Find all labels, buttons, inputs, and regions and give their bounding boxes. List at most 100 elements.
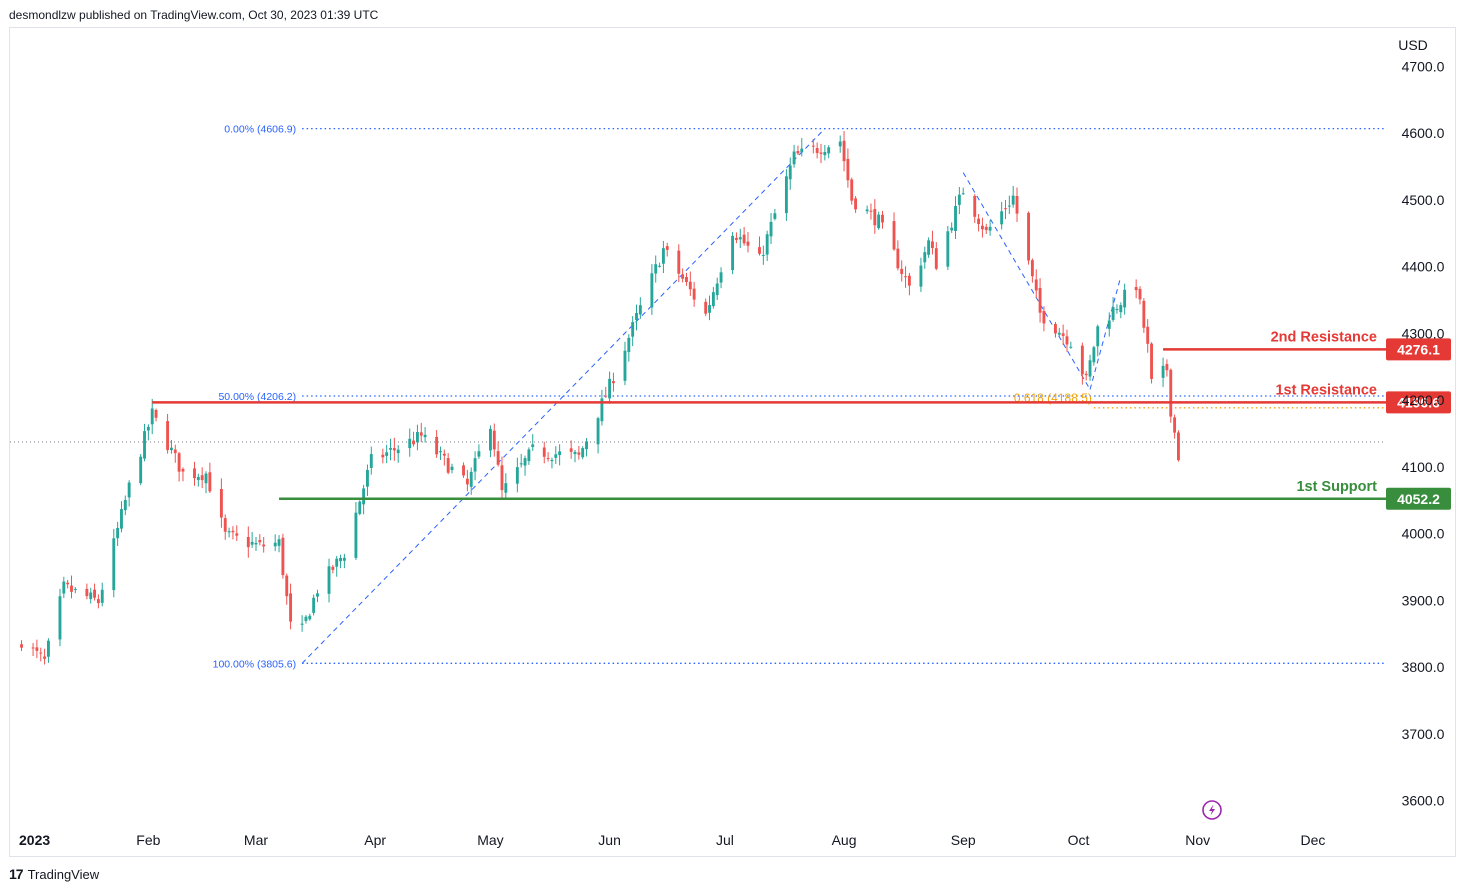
candle-body	[931, 241, 934, 249]
candle-body	[139, 456, 143, 484]
x-tick-label: 2023	[19, 832, 50, 848]
candle-body	[765, 234, 769, 255]
candle-body	[661, 248, 665, 264]
candle-body	[250, 541, 254, 545]
price-axis[interactable]: USD 3600.0 3700.0 3800.0 3900.0 4000.0 4100.0…	[1398, 37, 1444, 809]
candle-body	[327, 566, 331, 594]
candle-body	[738, 237, 742, 240]
time-axis[interactable]: 2023 Feb Mar Apr May Jun Jul Aug Sep Oct Nov Dec	[19, 832, 1325, 848]
candle-body	[1000, 211, 1004, 225]
candle-body	[815, 148, 819, 154]
candle-body	[796, 151, 800, 154]
candle-body	[1107, 320, 1111, 329]
candle-body	[761, 254, 765, 256]
lightning-icon[interactable]	[1202, 800, 1222, 820]
candle-body	[446, 458, 450, 473]
candle-body	[554, 454, 558, 458]
x-tick-label: Aug	[832, 832, 857, 848]
x-tick-label: Apr	[364, 832, 386, 848]
candle-body	[193, 468, 196, 479]
candle-body	[811, 145, 815, 147]
level-price-tag	[1386, 338, 1451, 361]
candle-body	[58, 596, 62, 640]
y-tick-label: 4200.0	[1402, 392, 1445, 408]
candle-body	[43, 656, 47, 659]
fib-level-label: 100.00% (3805.6)	[213, 658, 296, 670]
level-price-tag	[1386, 391, 1451, 414]
candle-body	[988, 226, 992, 231]
candle-body	[154, 410, 158, 418]
candle-body	[112, 538, 116, 591]
candle-body	[819, 152, 823, 154]
candle-body	[927, 240, 931, 255]
candle-body	[577, 452, 581, 455]
candle-body	[704, 301, 708, 314]
candle-body	[300, 623, 304, 625]
candle-body	[39, 652, 43, 654]
currency-label[interactable]: USD	[1398, 37, 1428, 53]
candle-body	[46, 640, 50, 657]
x-tick-label: Nov	[1185, 832, 1210, 848]
candle-body	[254, 542, 258, 545]
y-tick-label: 4300.0	[1402, 325, 1445, 341]
candles-layer	[20, 131, 1180, 665]
candle-body	[96, 599, 100, 604]
candle-body	[473, 458, 477, 472]
candle-body	[1092, 347, 1096, 363]
candle-body	[273, 542, 277, 547]
candle-body	[923, 252, 927, 263]
candle-body	[581, 448, 585, 458]
candle-body	[281, 537, 285, 576]
candle-body	[439, 451, 442, 453]
levels-layer: 2nd Resistance 4276.1 1st Resistance 4196.6…	[152, 329, 1451, 510]
candle-body	[569, 448, 573, 452]
candle-body	[846, 158, 850, 181]
level-label: 1st Support	[1296, 479, 1377, 495]
candle-body	[1161, 365, 1165, 378]
y-tick-label: 4700.0	[1402, 59, 1445, 75]
candle-body	[35, 647, 39, 651]
candle-body	[1080, 345, 1084, 375]
candle-body	[877, 214, 881, 229]
candle-body	[612, 381, 615, 384]
candle-body	[20, 644, 23, 648]
candle-body	[1123, 289, 1127, 308]
candle-body	[358, 501, 362, 514]
x-tick-label: Oct	[1068, 832, 1090, 848]
candle-body	[423, 434, 427, 438]
level-price-tag	[1386, 487, 1451, 510]
trend-lines-layer	[301, 128, 1122, 664]
candle-body	[519, 463, 523, 465]
candle-body	[961, 193, 965, 195]
candle-body	[442, 453, 446, 456]
fib-level-label: 0.00% (4606.9)	[224, 124, 296, 136]
candle-body	[784, 176, 788, 214]
candle-body	[66, 582, 70, 585]
y-tick-label: 4000.0	[1402, 526, 1445, 542]
candle-body	[873, 209, 877, 226]
candle-body	[623, 350, 627, 381]
candle-body	[758, 247, 761, 254]
candle-body	[731, 235, 735, 271]
candle-body	[950, 227, 954, 231]
candle-body	[469, 471, 473, 487]
candle-body	[715, 283, 719, 296]
candle-body	[523, 458, 527, 466]
candle-body	[1119, 305, 1123, 313]
candle-body	[89, 592, 93, 600]
candle-body	[1057, 332, 1061, 335]
candle-body	[946, 231, 950, 267]
x-tick-label: Dec	[1301, 832, 1326, 848]
candle-body	[489, 428, 492, 451]
candle-body	[1065, 336, 1069, 345]
candle-body	[385, 452, 389, 456]
candle-body	[907, 275, 911, 286]
candle-body	[823, 151, 827, 156]
candle-body	[1115, 309, 1119, 311]
candle-body	[208, 472, 212, 492]
footer-brand[interactable]: 17 TradingView	[9, 866, 99, 882]
candle-body	[408, 438, 412, 449]
candle-body	[681, 274, 685, 279]
candle-body	[1038, 288, 1042, 313]
